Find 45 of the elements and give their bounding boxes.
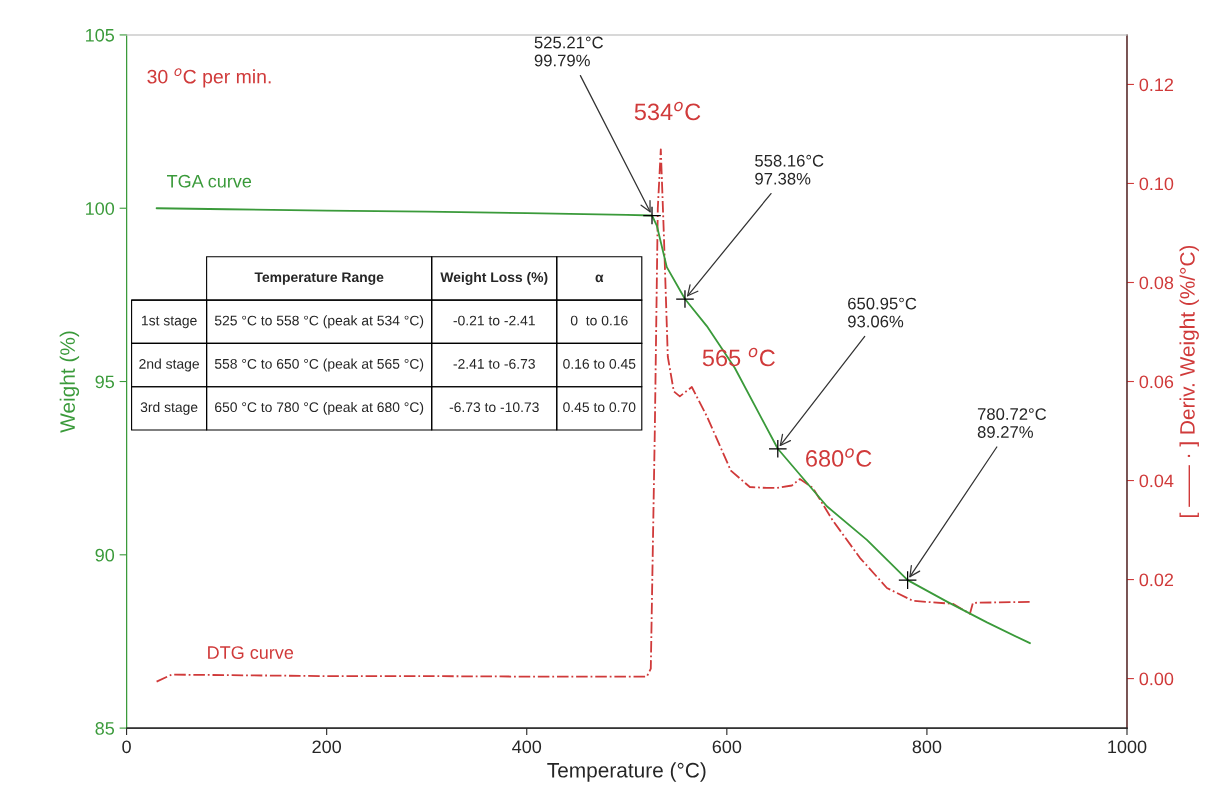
annotation: 650 °C to 780 °C (peak at 680 °C): [215, 401, 424, 415]
annotation: 30 $^{o}$C per min.: [147, 68, 271, 88]
annotation: 534$^{o}$C: [634, 101, 701, 121]
annotation: Temperature Range: [254, 272, 384, 285]
y2-tick-label: 0.04: [1139, 474, 1174, 488]
annotation: 780.72°C 89.27%: [977, 408, 1047, 438]
annotation: 525 °C to 558 °C (peak at 534 °C): [214, 315, 424, 329]
x-tick-label: 800: [912, 740, 942, 754]
annotation: 650.95°C 93.06%: [848, 297, 917, 328]
x-tick-label: 200: [312, 740, 342, 754]
annotation: 558.16°C 97.38%: [755, 154, 824, 185]
annotation: -0.21 to -2.41: [453, 315, 535, 326]
y2-tick-label: 0.10: [1139, 177, 1174, 191]
x-axis-title: Temperature (°C): [547, 762, 706, 782]
annotation: -2.41 to -6.73: [453, 358, 535, 369]
series-label: DTG curve: [208, 646, 294, 659]
y-axis-title: Weight (%): [59, 331, 80, 433]
y-tick-label: 95: [95, 375, 115, 389]
y2-axis-title: [ —— · ] Deriv. Weight (%/°C): [1179, 245, 1199, 517]
y2-tick-label: 0.08: [1139, 276, 1174, 290]
x-tick-label: 1000: [1108, 740, 1147, 754]
annotation: 558 °C to 650 °C (peak at 565 °C): [214, 358, 424, 372]
y2-tick-label: 0.12: [1139, 78, 1174, 92]
annotation: Weight Loss (%): [440, 271, 548, 285]
y2-tick-label: 0.06: [1139, 375, 1174, 389]
annotation: 0 to 0.16: [570, 315, 628, 326]
y-tick-label: 105: [86, 28, 115, 42]
annotation: -6.73 to -10.73: [449, 402, 539, 413]
annotation: 3rd stage: [140, 401, 198, 415]
y-tick-label: 85: [95, 722, 115, 735]
x-tick-label: 400: [512, 740, 542, 754]
annotation: 2nd stage: [139, 358, 199, 372]
annotation: 525.21°C 99.79%: [534, 36, 603, 67]
y-tick-label: 100: [86, 202, 115, 215]
y2-tick-label: 0.00: [1139, 672, 1174, 686]
y2-tick-label: 0.02: [1139, 573, 1174, 587]
annotation: 0.16 to 0.45: [563, 358, 636, 369]
annotation: 1st stage: [141, 315, 197, 329]
annotation: 0.45 to 0.70: [563, 402, 636, 413]
x-tick-label: 0: [122, 740, 131, 754]
x-tick-label: 600: [712, 740, 742, 754]
y-tick-label: 90: [95, 548, 115, 562]
annotation: 680$^{o}$C: [806, 448, 872, 467]
annotation: α: [595, 274, 604, 283]
series-label: TGA curve: [167, 174, 252, 188]
